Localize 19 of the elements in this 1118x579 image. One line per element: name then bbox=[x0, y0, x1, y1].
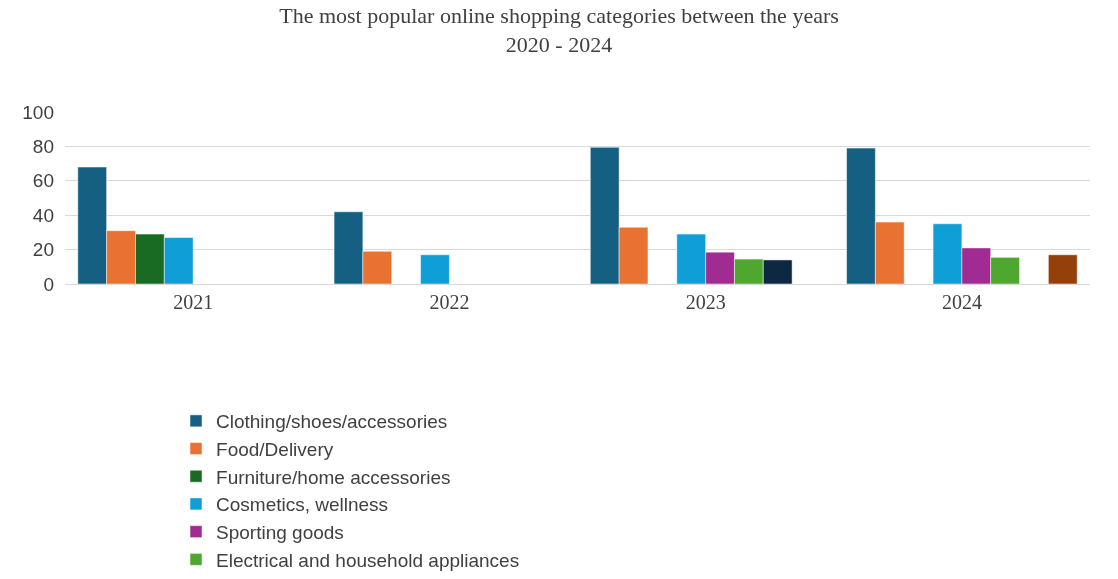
x-tick-label: 2022 bbox=[429, 291, 470, 313]
y-tick-label: 0 bbox=[43, 273, 54, 295]
legend-label: Cosmetics, wellness bbox=[216, 494, 389, 516]
y-tick-label: 20 bbox=[32, 239, 54, 261]
y-tick-label: 60 bbox=[32, 170, 54, 192]
bar bbox=[1048, 254, 1078, 284]
legend-label: Food/Delivery bbox=[216, 438, 334, 460]
x-tick-label: 2021 bbox=[173, 291, 214, 313]
legend-label: Sporting goods bbox=[216, 522, 344, 544]
chart-title: The most popular online shopping categories between the years 2020 - 2024 bbox=[279, 3, 839, 57]
y-tick-label: 80 bbox=[32, 136, 54, 158]
legend-label: Clothing/shoes/accessories bbox=[216, 411, 448, 433]
legend-label: Furniture/home accessories bbox=[216, 466, 451, 488]
y-tick-label: 100 bbox=[22, 101, 54, 123]
legend-label: Electrical and household appliances bbox=[216, 549, 520, 571]
x-tick-label: 2024 bbox=[941, 291, 982, 313]
bar bbox=[420, 254, 450, 284]
x-tick-label: 2023 bbox=[685, 291, 726, 313]
y-tick-label: 40 bbox=[32, 204, 54, 226]
